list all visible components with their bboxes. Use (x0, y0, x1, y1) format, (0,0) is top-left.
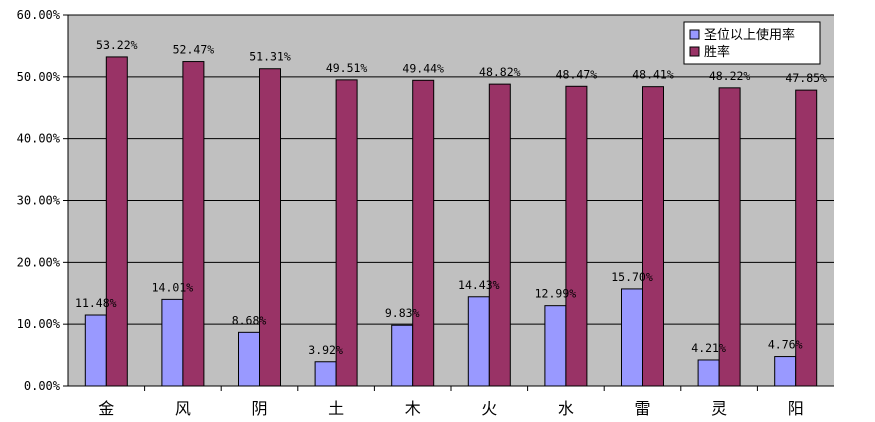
y-axis-ticks: 0.00% 10.00% 20.00% 30.00% 40.00% 50.00% 60.00… (17, 8, 68, 393)
data-label-usage-rate: 11.48% (75, 296, 117, 310)
data-label-usage-rate: 3.92% (308, 343, 343, 357)
x-category-label: 灵 (711, 399, 727, 418)
data-label-win-rate: 48.22% (709, 69, 751, 83)
data-label-usage-rate: 15.70% (611, 270, 653, 284)
data-label-win-rate: 47.85% (785, 71, 827, 85)
bar-usage-rate (621, 288, 643, 387)
data-label-usage-rate: 9.83% (385, 306, 420, 320)
bar-win-rate (182, 61, 205, 387)
bar-win-rate (105, 56, 128, 387)
bar-usage-rate (774, 356, 797, 387)
bar-win-rate (642, 86, 664, 387)
x-category-label: 火 (481, 399, 497, 418)
y-tick-label: 20.00% (17, 255, 61, 269)
data-labels: 11.48% 53.22% 14.01% 52.47% 8.68% 51.31% 3.92%… (75, 38, 827, 357)
bar-usage-rate (697, 359, 720, 387)
x-category-label: 金 (98, 399, 114, 418)
legend: 圣位以上使用率 胜率 (683, 21, 821, 65)
data-label-usage-rate: 12.99% (535, 287, 577, 301)
data-label-usage-rate: 14.43% (458, 278, 500, 292)
bar-usage-rate (84, 314, 107, 387)
data-label-win-rate: 48.82% (479, 65, 521, 79)
y-tick-label: 50.00% (17, 70, 61, 84)
data-label-win-rate: 52.47% (173, 43, 215, 57)
bar-usage-rate (467, 296, 490, 387)
data-label-usage-rate: 4.76% (768, 338, 803, 352)
data-label-usage-rate: 8.68% (232, 313, 267, 327)
legend-label-usage-rate: 圣位以上使用率 (704, 27, 795, 43)
bars (84, 56, 818, 387)
y-tick-label: 40.00% (17, 132, 61, 146)
bar-win-rate (488, 83, 511, 387)
bar-usage-rate (161, 298, 184, 387)
bar-win-rate (335, 79, 358, 387)
y-tick-label: 30.00% (17, 194, 61, 208)
bar-usage-rate (544, 305, 567, 387)
x-category-label: 木 (405, 399, 421, 418)
bar-usage-rate (391, 324, 414, 387)
y-tick-label: 0.00% (24, 379, 61, 393)
legend-swatch-win-rate (689, 46, 700, 57)
x-category-label: 土 (328, 399, 344, 418)
legend-box (683, 21, 821, 65)
legend-label-win-rate: 胜率 (704, 44, 730, 60)
data-label-usage-rate: 14.01% (152, 280, 194, 294)
bar-win-rate (259, 68, 281, 387)
x-category-label: 雷 (634, 399, 650, 418)
data-label-usage-rate: 4.21% (691, 341, 726, 355)
data-label-win-rate: 53.22% (96, 38, 138, 52)
data-label-win-rate: 51.31% (249, 50, 291, 64)
legend-swatch-usage-rate (689, 29, 700, 40)
x-category-label: 风 (175, 399, 191, 418)
data-label-win-rate: 48.47% (556, 67, 598, 81)
data-label-win-rate: 49.51% (326, 61, 368, 75)
x-axis-categories: 金风阴土木火水雷灵阳 (98, 386, 804, 418)
x-category-label: 阳 (788, 399, 804, 418)
bar-win-rate (412, 79, 435, 387)
x-category-label: 水 (558, 399, 574, 418)
bar-usage-rate (238, 331, 260, 387)
data-label-win-rate: 49.44% (402, 61, 444, 75)
x-category-label: 阴 (251, 399, 267, 418)
y-tick-label: 10.00% (17, 317, 61, 331)
bar-usage-rate (314, 361, 337, 387)
bar-win-rate (565, 85, 588, 387)
data-label-win-rate: 48.41% (632, 68, 674, 82)
y-tick-label: 60.00% (17, 8, 61, 22)
